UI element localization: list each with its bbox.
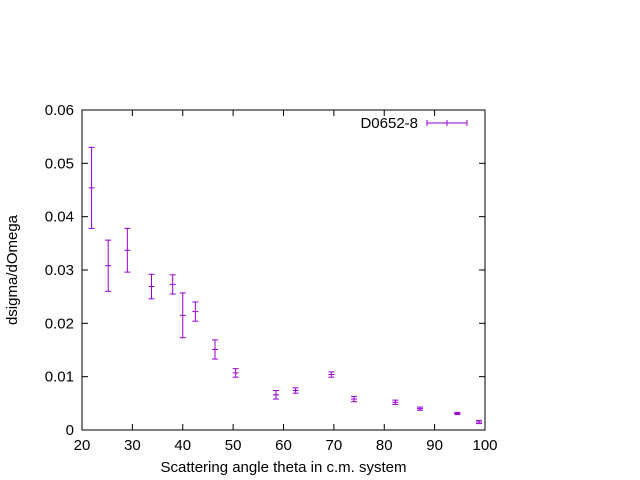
tick-marks — [81, 109, 486, 431]
y-tick-label: 0.06 — [45, 102, 74, 119]
data-point — [88, 146, 95, 229]
x-tick-label: 70 — [326, 437, 343, 454]
x-tick-label: 60 — [275, 437, 292, 454]
data-point — [179, 292, 186, 339]
x-tick-labels: 20 30 40 50 60 70 80 90 100 — [74, 437, 498, 454]
data-point — [105, 239, 112, 292]
x-tick-label: 80 — [376, 437, 393, 454]
x-tick-label: 100 — [472, 437, 497, 454]
y-tick-labels: 0 0.01 0.02 0.03 0.04 0.05 0.06 — [45, 102, 74, 439]
data-point — [351, 395, 358, 403]
y-axis-label: dsigma/dOmega — [4, 214, 21, 325]
x-axis-label: Scattering angle theta in c.m. system — [161, 459, 407, 476]
data-point — [211, 339, 218, 360]
data-point — [192, 301, 199, 322]
y-tick-label: 0.03 — [45, 262, 74, 279]
plot-frame — [81, 109, 486, 431]
data-point — [328, 371, 335, 378]
x-tick-label: 50 — [225, 437, 242, 454]
y-tick-label: 0.04 — [45, 209, 74, 226]
data-point — [392, 399, 399, 405]
data-point — [148, 273, 155, 300]
legend: D0652-8 — [360, 115, 468, 132]
data-point — [272, 390, 279, 400]
data-point — [232, 368, 239, 378]
data-point — [292, 387, 299, 394]
legend-label: D0652-8 — [360, 115, 418, 132]
data-series-points — [88, 146, 482, 425]
y-tick-label: 0.05 — [45, 155, 74, 172]
data-point — [454, 411, 461, 416]
x-tick-label: 20 — [74, 437, 91, 454]
y-tick-label: 0.01 — [45, 369, 74, 386]
y-tick-label: 0 — [66, 422, 74, 439]
data-point — [169, 274, 176, 295]
data-point — [124, 227, 131, 273]
data-point — [417, 406, 424, 411]
legend-key — [426, 120, 468, 126]
x-tick-label: 40 — [174, 437, 191, 454]
data-point — [475, 419, 482, 425]
y-tick-label: 0.02 — [45, 315, 74, 332]
x-tick-label: 90 — [426, 437, 443, 454]
x-tick-label: 30 — [124, 437, 141, 454]
